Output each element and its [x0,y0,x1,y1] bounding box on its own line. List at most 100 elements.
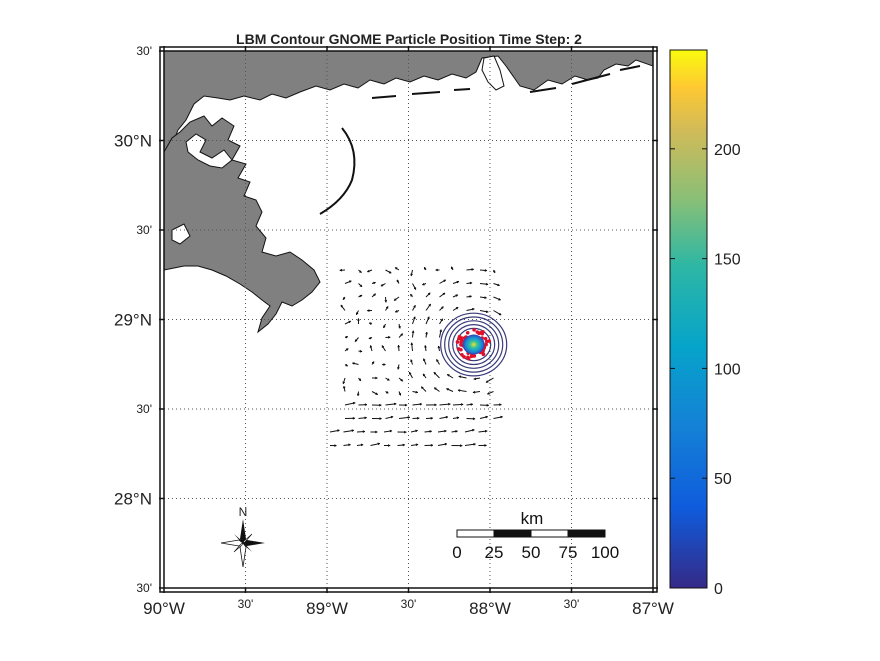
latitude-tick-label: 30' [136,223,152,237]
current-vector-head [364,416,368,420]
current-vector-head [425,331,428,335]
colorbar-tick-label: 200 [714,142,741,159]
current-vector-head [352,401,356,405]
particle [457,336,461,341]
current-vector-head [354,338,358,343]
current-vector-head [340,304,344,308]
longitude-labels: 90°W 30' 89°W 30' 88°W 30' 87°W [143,597,674,618]
current-vector-head [471,307,475,311]
scale-bar: km 0 25 50 75 100 [452,509,619,562]
current-vector-head [427,292,431,296]
current-vector-head [484,443,488,447]
contour-ring [444,316,504,373]
current-vector-head [415,443,419,447]
latitude-tick-label: 30' [136,581,152,595]
current-vector-head [484,296,488,300]
current-vector-head [342,297,346,301]
compass-north-label: N [239,505,248,519]
scale-label-75: 75 [559,543,578,562]
current-vector-head [389,429,393,433]
current-vector-head [360,443,364,447]
current-vector-head [445,415,449,419]
current-vector-head [359,294,363,298]
current-vector-head [434,403,438,407]
current-vector-head [388,335,391,339]
current-vector-head [410,342,414,346]
current-vector-head [375,376,379,380]
current-vector-head [369,344,373,348]
current-vector-head [342,381,346,385]
land-masses [164,51,653,334]
current-vector-head [373,281,377,285]
current-vector-head [397,344,401,348]
current-vector-head [499,403,502,407]
current-vector-head [345,335,349,339]
current-vector-head [437,345,441,349]
current-vector-head [368,322,372,326]
current-vector-head [393,298,397,301]
particle [466,355,470,360]
current-vector-head [386,377,390,381]
current-vector-head [433,371,437,375]
current-vector-head [351,429,355,433]
colorbar-tick-label: 100 [714,361,741,378]
current-vector-head [485,282,489,286]
current-vector-head [379,403,382,407]
current-vector-head [402,443,406,447]
current-vector-head [394,309,398,313]
particle [472,354,477,358]
contour-ring [440,312,508,377]
current-vector-head [486,403,490,407]
current-vector-head [443,279,447,283]
particle [480,331,485,336]
current-vector-head [356,317,360,321]
longitude-tick-label: 30' [238,597,254,611]
contour-ring [448,320,500,369]
current-vector-head [456,416,460,420]
current-vector-head [410,293,413,297]
current-vector-head [356,312,359,316]
particle [459,347,463,352]
current-vector-head [469,295,473,299]
current-vector-head [358,378,362,382]
current-vector-head [492,270,496,274]
particle [459,336,464,340]
current-vector-head [379,417,383,421]
current-vector-head [460,444,463,448]
latitude-tick-label: 28°N [114,490,152,509]
current-vector-head [500,415,504,419]
current-vector-head [435,268,438,272]
current-vector-head [424,344,427,348]
current-vector-head [410,273,414,277]
scale-label-50: 50 [522,543,541,562]
compass-rose-icon: N [220,505,265,568]
current-vector-head [485,380,489,383]
current-vector-head [456,280,460,284]
longitude-tick-label: 30' [564,597,580,611]
current-vector-head [470,403,474,406]
current-vector-head [485,415,489,419]
current-vector-head [385,390,389,394]
particle [455,340,460,344]
current-vector-head [373,293,377,297]
current-vector-head [394,267,398,270]
current-vector-head [400,378,404,382]
current-vector-head [473,442,477,446]
current-vector-head [486,391,490,395]
frame-ticks [159,46,658,593]
current-vector-head [498,312,502,316]
current-vector-head [472,390,476,394]
current-vector-head [444,442,448,446]
current-vector-head [484,268,488,272]
current-vector-head [421,282,425,286]
current-vector-head [400,333,404,337]
barrier-island-1 [371,95,397,99]
current-vector-head [455,429,459,433]
current-vector-head [498,297,502,301]
current-vector-head [455,294,459,298]
current-vector-head [423,266,427,270]
longitude-tick-label: 30' [401,597,417,611]
current-vector-head [409,371,412,375]
current-vector-head [485,310,489,314]
